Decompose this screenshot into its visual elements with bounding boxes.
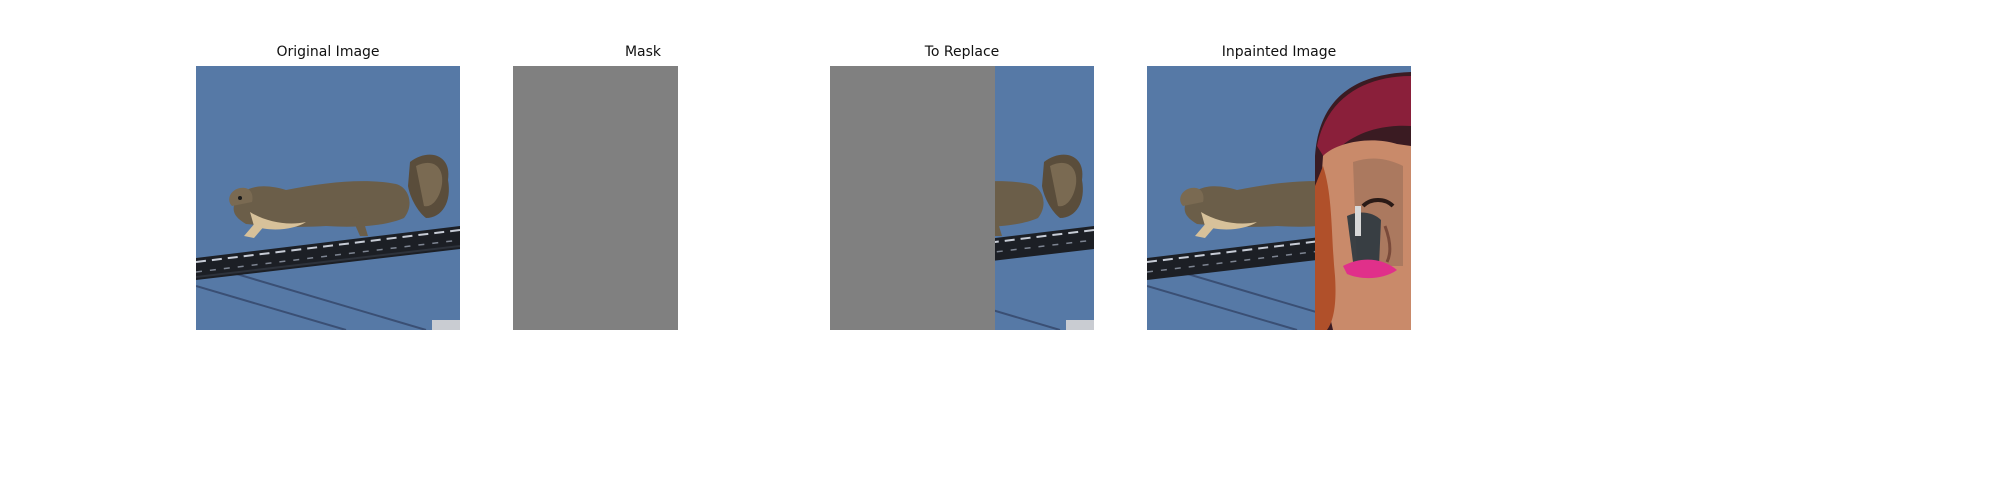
inpainted-image <box>1147 66 1411 330</box>
inpainted-face <box>1315 72 1411 330</box>
panel-to-replace: To Replace <box>830 44 1094 331</box>
panel-mask: Mask <box>513 44 678 331</box>
mask-image <box>513 66 678 330</box>
squirrel <box>229 154 449 238</box>
panel-title-mask: Mask <box>624 44 661 60</box>
panel-original-image: Original Image <box>196 44 460 331</box>
panel-title-to-replace: To Replace <box>924 44 1000 60</box>
bottom-right-highlight <box>432 320 460 330</box>
to-replace-image <box>830 66 1094 330</box>
power-cable <box>196 226 460 280</box>
panel-title-inpainted: Inpainted Image <box>1221 44 1337 60</box>
panel-title-original: Original Image <box>276 44 380 60</box>
panel-inpainted-image: Inpainted Image <box>1147 44 1411 331</box>
gray-mask-overlay <box>830 66 995 330</box>
original-image <box>196 66 460 330</box>
